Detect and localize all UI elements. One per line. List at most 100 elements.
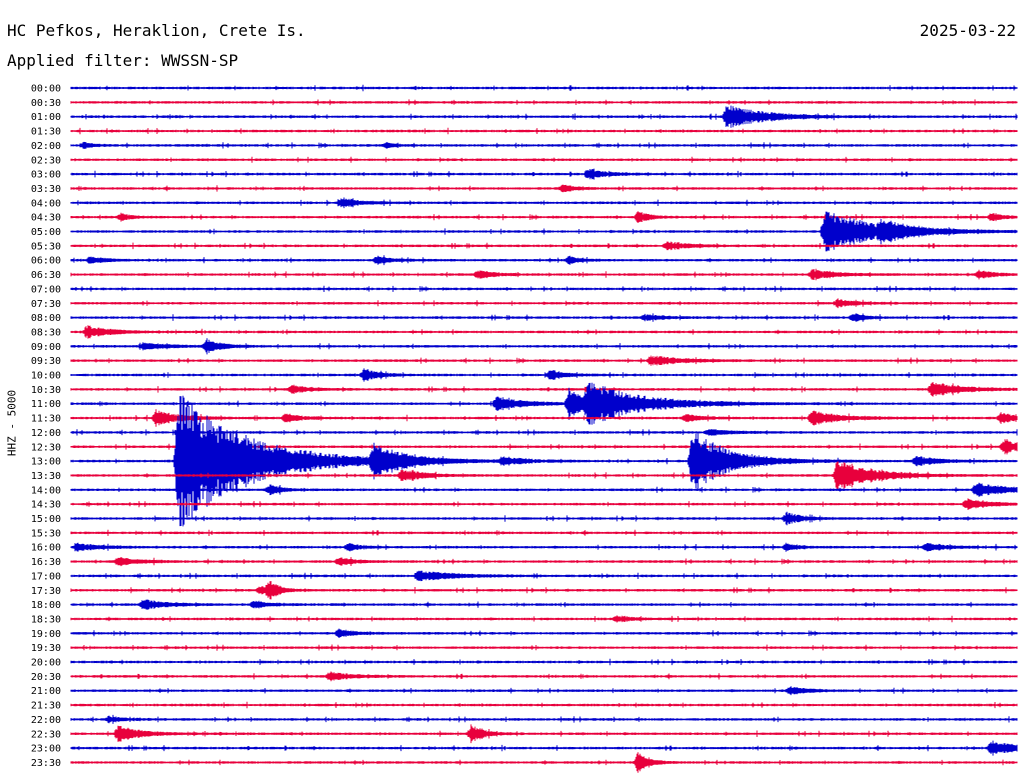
seismic-trace-row [70, 701, 1018, 709]
row-time-label: 11:30 [31, 414, 61, 425]
seismic-trace-row [70, 628, 1018, 638]
row-time-label: 08:30 [31, 327, 61, 338]
row-time-label: 17:30 [31, 586, 61, 597]
row-time-label: 16:30 [31, 557, 61, 568]
row-time-label: 11:00 [31, 399, 61, 410]
seismic-trace-row [70, 84, 1018, 92]
row-time-label: 10:30 [31, 385, 61, 396]
seismic-trace-row [70, 542, 1018, 552]
row-time-label: 16:00 [31, 543, 61, 554]
seismic-trace-row [70, 127, 1018, 135]
seismic-trace-row [70, 409, 1018, 427]
row-time-label: 04:00 [31, 198, 61, 209]
row-time-label: 12:30 [31, 442, 61, 453]
row-time-label: 10:00 [31, 371, 61, 382]
seismic-trace-row [70, 105, 1018, 128]
row-time-label: 22:30 [31, 729, 61, 740]
seismic-trace-row [70, 313, 1018, 322]
seismic-trace-row [70, 724, 1018, 744]
row-time-label: 01:30 [31, 127, 61, 138]
row-time-label: 20:00 [31, 658, 61, 669]
seismic-trace-row [70, 325, 1018, 339]
date-label: 2025-03-22 [919, 21, 1016, 40]
seismic-trace-row [70, 211, 1018, 252]
seismic-trace-row [70, 285, 1018, 293]
seismic-trace-row [70, 671, 1018, 682]
row-time-label: 07:30 [31, 299, 61, 310]
seismic-trace-row [70, 141, 1018, 149]
row-time-label: 06:30 [31, 270, 61, 281]
seismic-trace-row [70, 461, 1018, 490]
seismic-trace-row [70, 197, 1018, 209]
row-time-label: 03:00 [31, 170, 61, 181]
row-time-label: 13:00 [31, 457, 61, 468]
seismic-trace-row [70, 581, 1018, 600]
row-time-label: 06:00 [31, 256, 61, 267]
row-time-label: 21:00 [31, 686, 61, 697]
seismic-trace-row [70, 382, 1018, 425]
row-time-label: 20:30 [31, 672, 61, 683]
seismic-trace-row [70, 168, 1018, 180]
row-time-label: 14:00 [31, 485, 61, 496]
seismic-trace-row [70, 570, 1018, 582]
row-time-label: 19:30 [31, 643, 61, 654]
row-time-label: 15:00 [31, 514, 61, 525]
seismic-trace-row [70, 599, 1018, 610]
seismic-trace-row [70, 156, 1018, 163]
seismic-trace-row [70, 511, 1018, 526]
row-time-label: 23:30 [31, 758, 61, 769]
row-time-label: 03:30 [31, 184, 61, 195]
seismic-trace-row [70, 268, 1018, 281]
row-time-label: 00:00 [31, 84, 61, 95]
seismic-trace-row [70, 714, 1018, 724]
row-time-label: 00:30 [31, 98, 61, 109]
row-time-label: 02:30 [31, 155, 61, 166]
trace-rows [70, 84, 1018, 773]
row-time-label: 04:30 [31, 213, 61, 224]
row-time-label: 14:30 [31, 500, 61, 511]
row-time-label: 09:00 [31, 342, 61, 353]
seismic-trace-row [70, 368, 1018, 382]
row-time-label: 23:00 [31, 744, 61, 755]
seismic-trace-row [70, 557, 1018, 567]
row-time-label: 05:30 [31, 241, 61, 252]
seismic-trace-row [70, 255, 1018, 266]
row-time-label: 02:00 [31, 141, 61, 152]
row-time-label: 18:30 [31, 614, 61, 625]
row-time-label: 19:00 [31, 629, 61, 640]
seismic-trace-row [70, 615, 1018, 623]
row-time-label: 21:30 [31, 701, 61, 712]
row-time-label: 05:00 [31, 227, 61, 238]
seismic-trace-row [70, 529, 1018, 536]
seismic-trace-row [70, 658, 1018, 666]
station-title: HC Pefkos, Heraklion, Crete Is. [7, 21, 306, 40]
seismic-trace-row [70, 752, 1018, 773]
row-time-label: 01:00 [31, 112, 61, 123]
seismic-trace-row [70, 482, 1018, 497]
seismic-trace-row [70, 184, 1018, 193]
row-time-label: 13:30 [31, 471, 61, 482]
row-time-label: 09:30 [31, 356, 61, 367]
row-time-label: 12:00 [31, 428, 61, 439]
seismic-trace-row [70, 99, 1018, 106]
seismic-trace-row [70, 338, 1018, 355]
filter-label: Applied filter: WWSSN-SP [7, 51, 239, 70]
row-time-label: 18:00 [31, 600, 61, 611]
seismic-trace-row [70, 211, 1018, 223]
seismic-trace-row [70, 498, 1018, 510]
row-time-label: 22:00 [31, 715, 61, 726]
seismic-trace-row [70, 644, 1018, 651]
row-time-label: 15:30 [31, 528, 61, 539]
seismic-trace-row [70, 241, 1018, 251]
seismic-trace-row [70, 740, 1018, 756]
row-time-label: 07:00 [31, 284, 61, 295]
seismic-trace-row [70, 395, 1018, 527]
seismic-trace-row [70, 355, 1018, 366]
seismic-trace-row [70, 382, 1018, 397]
time-tick-labels: 00:00 00:30 01:00 01:30 02:00 02:30 03:00 03:30… [31, 84, 61, 769]
seismic-trace-row [70, 298, 1018, 309]
row-time-label: 17:00 [31, 571, 61, 582]
seismic-trace-row [70, 686, 1018, 696]
row-time-label: 08:00 [31, 313, 61, 324]
